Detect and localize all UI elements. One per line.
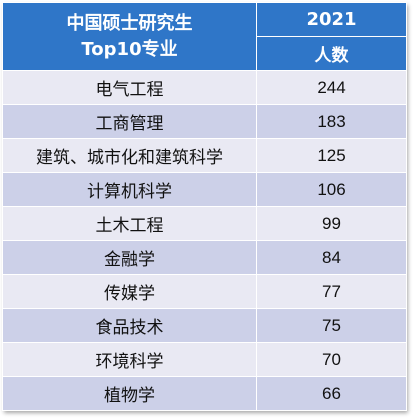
count-cell: 77 <box>256 274 407 309</box>
major-cell: 电气工程 <box>2 70 257 105</box>
count-cell: 99 <box>256 206 407 241</box>
count-header: 人数 <box>256 36 407 71</box>
table-row: 环境科学 70 <box>2 342 407 377</box>
table-row: 土木工程 99 <box>2 206 407 241</box>
count-cell: 125 <box>256 138 407 173</box>
table-row: 电气工程 244 <box>2 70 407 105</box>
major-cell: 植物学 <box>2 376 257 411</box>
table-row: 工商管理 183 <box>2 104 407 139</box>
major-cell: 传媒学 <box>2 274 257 309</box>
count-cell: 75 <box>256 308 407 343</box>
count-cell: 66 <box>256 376 407 411</box>
table-title: 中国硕士研究生 Top10专业 <box>2 2 257 71</box>
count-cell: 183 <box>256 104 407 139</box>
major-cell: 土木工程 <box>2 206 257 241</box>
header-row-2: 人数 <box>3 36 407 71</box>
count-cell: 106 <box>256 172 407 207</box>
year-header: 2021 <box>256 2 407 37</box>
count-cell: 244 <box>256 70 407 105</box>
table-title-line1: 中国硕士研究生 <box>66 12 193 34</box>
table-row: 建筑、城市化和建筑科学 125 <box>2 138 407 173</box>
major-cell: 环境科学 <box>2 342 257 377</box>
major-cell: 计算机科学 <box>2 172 257 207</box>
table-row: 植物学 66 <box>2 376 407 411</box>
table-frame: 中国硕士研究生 Top10专业 2021 人数 电气工程 244 工商管理 18… <box>2 2 407 411</box>
count-cell: 84 <box>256 240 407 275</box>
table-row: 金融学 84 <box>2 240 407 275</box>
table-title-line2: Top10专业 <box>81 38 178 60</box>
count-cell: 70 <box>256 342 407 377</box>
header-row-1: 中国硕士研究生 Top10专业 2021 <box>2 2 407 71</box>
major-cell: 金融学 <box>2 240 257 275</box>
table-row: 食品技术 75 <box>2 308 407 343</box>
table-row: 传媒学 77 <box>2 274 407 309</box>
table-row: 计算机科学 106 <box>2 172 407 207</box>
top10-majors-table: 中国硕士研究生 Top10专业 2021 人数 电气工程 244 工商管理 18… <box>2 2 407 411</box>
major-cell: 食品技术 <box>2 308 257 343</box>
major-cell: 工商管理 <box>2 104 257 139</box>
major-cell: 建筑、城市化和建筑科学 <box>2 138 257 173</box>
